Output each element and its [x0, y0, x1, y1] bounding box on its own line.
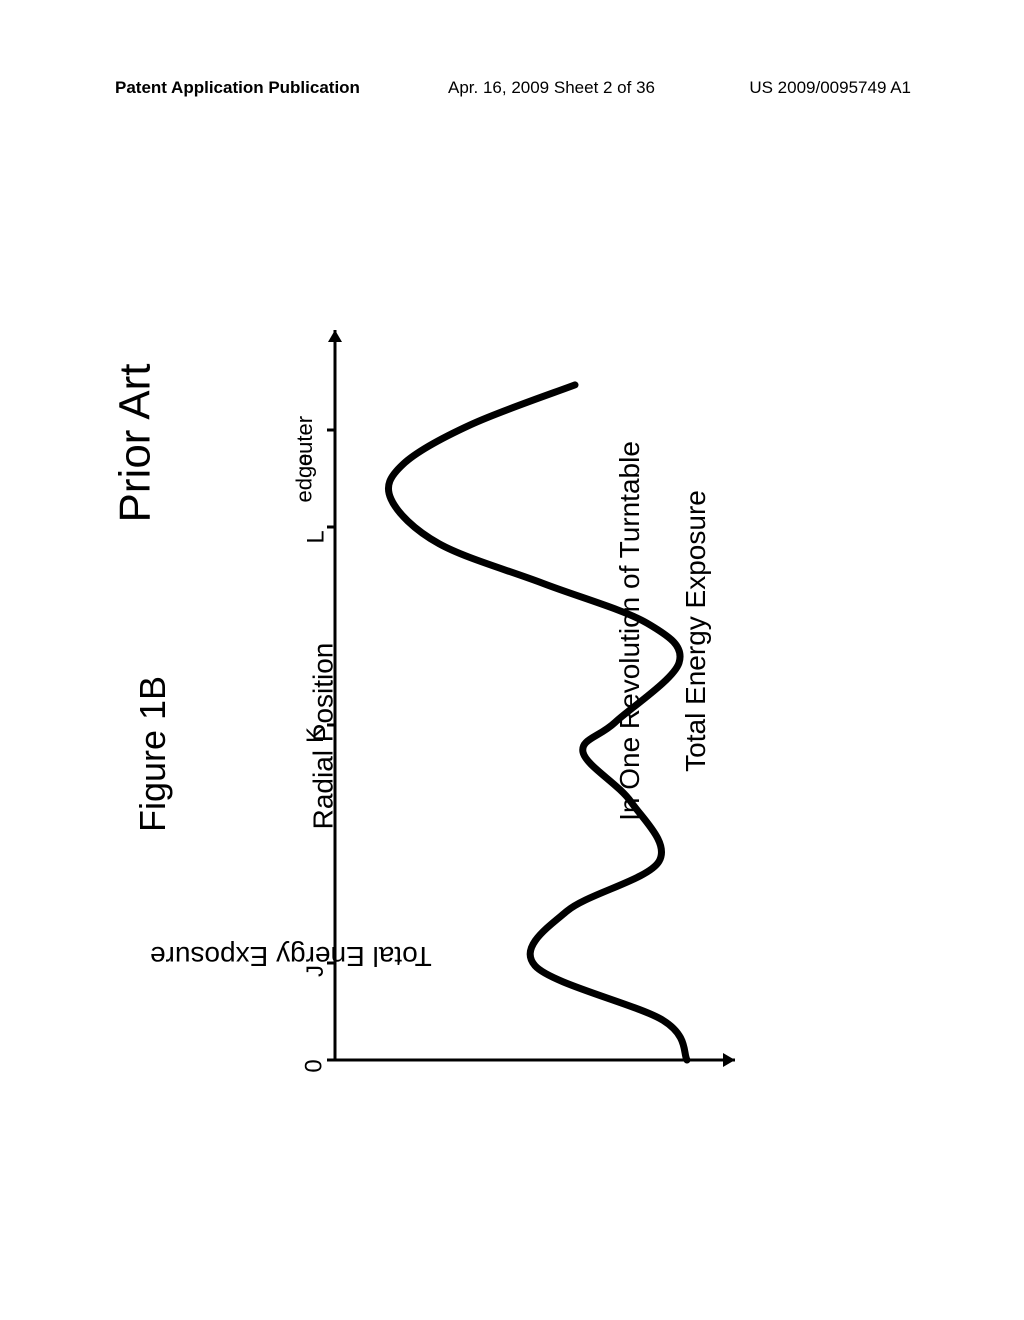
page-header: Patent Application Publication Apr. 16, …	[0, 78, 1024, 108]
header-patent-number: US 2009/0095749 A1	[749, 78, 911, 98]
prior-art-label: Prior Art	[110, 364, 160, 523]
figure-container: Total Energy Exposure In One Revolution …	[0, 175, 1024, 1235]
header-publication: Patent Application Publication	[115, 78, 360, 98]
energy-exposure-chart	[305, 315, 745, 1075]
x-tick-l: L	[303, 530, 331, 543]
x-tick-outer-line2: edge	[291, 454, 317, 503]
figure-label: Figure 1B	[132, 676, 174, 832]
x-tick-k: K	[302, 727, 330, 743]
x-tick-j: J	[302, 965, 330, 977]
x-tick-0: 0	[301, 1059, 329, 1072]
header-date-sheet: Apr. 16, 2009 Sheet 2 of 36	[448, 78, 655, 98]
